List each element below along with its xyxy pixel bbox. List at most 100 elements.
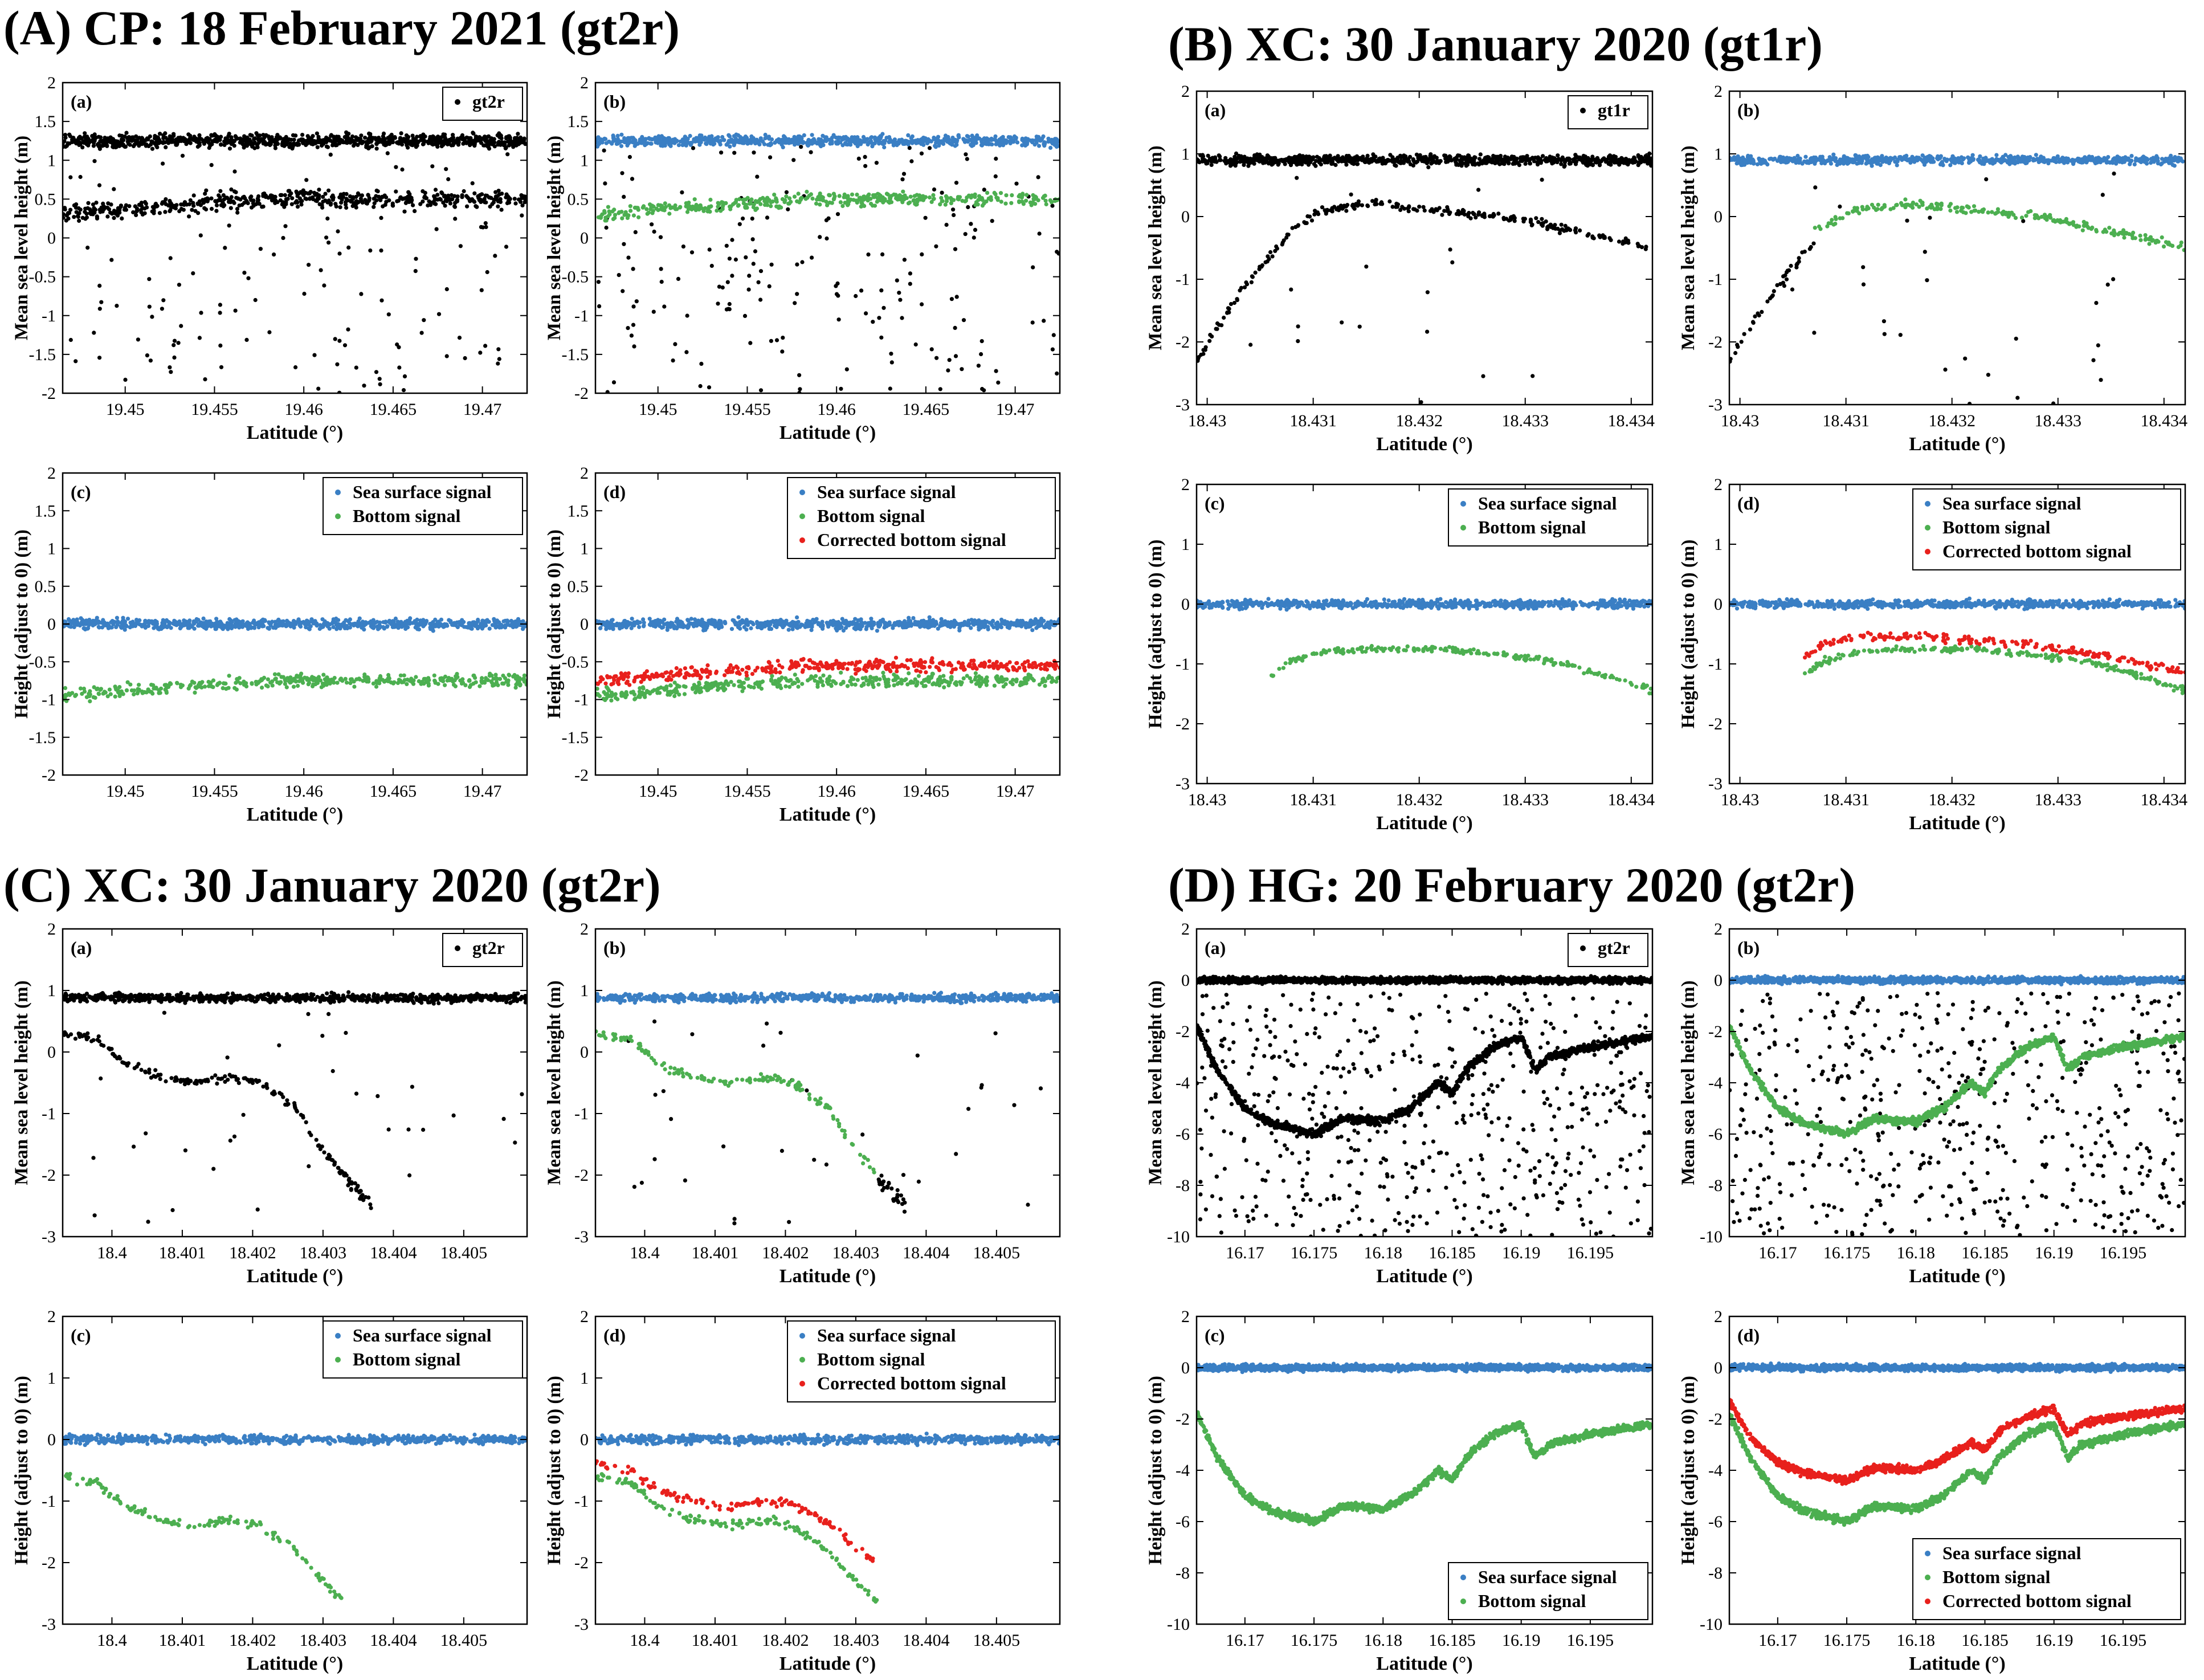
data-point (278, 193, 283, 197)
data-point (397, 365, 402, 370)
data-point (889, 360, 894, 365)
points-a-c (63, 615, 527, 704)
data-point (337, 339, 342, 343)
data-point (386, 312, 391, 317)
data-point (292, 137, 296, 142)
data-point (973, 195, 977, 199)
data-point (117, 685, 122, 690)
data-point (313, 682, 318, 687)
data-point (952, 198, 956, 202)
data-point (279, 675, 284, 679)
data-point (293, 133, 298, 138)
data-point (937, 143, 941, 148)
data-point (810, 255, 814, 260)
data-point (991, 618, 995, 623)
data-point (706, 137, 711, 142)
y-axis-label: Mean sea level height (m) (544, 136, 565, 340)
data-point (293, 200, 298, 205)
data-point (244, 621, 249, 626)
data-point (127, 138, 132, 142)
data-point (900, 200, 905, 205)
data-point (606, 205, 610, 209)
data-point (1042, 618, 1046, 623)
data-point (421, 624, 426, 629)
data-point (343, 676, 348, 681)
data-point (772, 193, 777, 197)
data-point (803, 625, 807, 629)
data-point (80, 145, 85, 150)
data-point (607, 209, 611, 214)
data-point (311, 142, 315, 146)
data-point (258, 247, 263, 251)
legend-box (323, 477, 523, 535)
data-point (191, 193, 196, 198)
data-point (176, 341, 181, 345)
data-point (78, 686, 83, 691)
data-point (650, 211, 655, 215)
data-point (908, 271, 912, 276)
data-point (767, 136, 772, 141)
data-point (362, 384, 366, 388)
data-point (769, 204, 773, 209)
data-point (237, 203, 242, 208)
data-point (318, 678, 323, 683)
data-point (493, 254, 497, 258)
data-point (767, 284, 772, 288)
data-point (871, 623, 875, 627)
data-point (167, 683, 172, 687)
data-point (403, 196, 408, 201)
data-point (372, 625, 376, 629)
data-point (221, 686, 225, 691)
data-point (140, 691, 145, 695)
data-point (232, 169, 237, 174)
data-point (521, 619, 525, 623)
data-point (826, 216, 831, 221)
data-point (973, 618, 977, 623)
data-point (260, 686, 264, 690)
data-point (807, 193, 811, 198)
data-point (874, 161, 879, 165)
data-point (164, 683, 168, 687)
data-point (875, 191, 880, 196)
data-point (786, 627, 791, 632)
data-point (665, 140, 670, 144)
data-point (758, 136, 763, 141)
x-axis-label: Latitude (°) (247, 804, 343, 825)
data-point (316, 137, 321, 141)
data-point (205, 136, 210, 140)
data-point (784, 190, 789, 194)
data-point (846, 194, 850, 198)
data-point (182, 200, 187, 205)
data-point (77, 623, 82, 628)
data-point (917, 193, 922, 198)
data-point (270, 683, 275, 688)
data-point (397, 620, 401, 625)
group-title-d: (D) HG: 20 February 2020 (gt2r) (1168, 861, 1855, 910)
data-point (954, 140, 959, 144)
panel-label: (a) (71, 91, 92, 112)
data-point (838, 626, 842, 630)
data-point (402, 209, 407, 214)
data-point (693, 137, 698, 141)
data-point (410, 133, 415, 138)
data-point (367, 131, 372, 136)
data-point (751, 205, 756, 210)
data-point (523, 624, 527, 629)
data-point (830, 139, 834, 144)
series-gt2r (68, 142, 527, 393)
data-point (94, 201, 99, 205)
data-point (757, 142, 762, 146)
data-point (197, 144, 201, 148)
data-point (846, 202, 851, 206)
data-point (516, 132, 520, 136)
data-point (723, 619, 727, 624)
y-tick-label: -1 (42, 691, 56, 709)
data-point (290, 196, 295, 201)
data-point (774, 338, 779, 342)
data-point (854, 293, 858, 299)
data-point (443, 683, 447, 687)
data-point (900, 623, 904, 627)
data-point (438, 197, 443, 202)
data-point (457, 336, 462, 340)
data-point (213, 137, 217, 142)
